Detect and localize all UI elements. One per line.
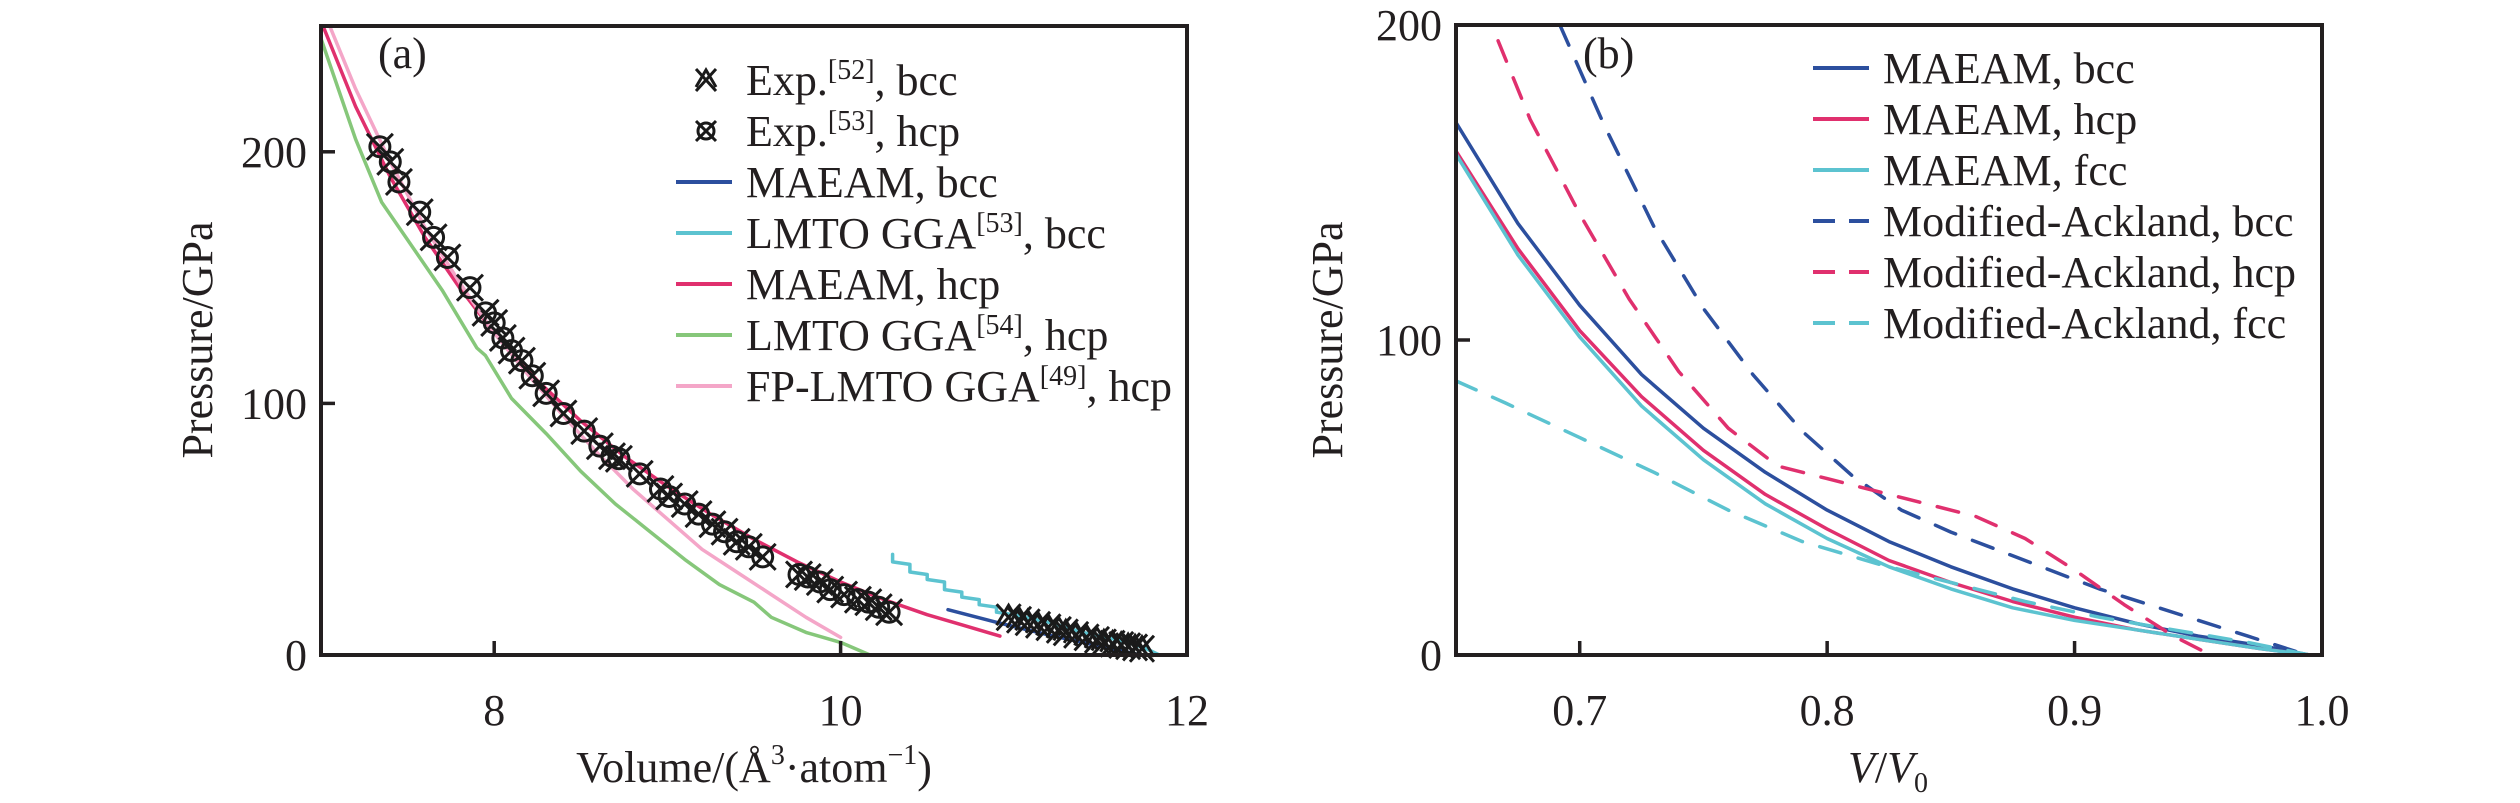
- panel-b-ticks: 0.7 0.8 0.9 1.0 0 100 200: [1376, 1, 2350, 735]
- panel-a-xlabel: Volume/(Å3·atom−1): [576, 740, 932, 792]
- y-tick-label: 200: [1376, 1, 1442, 50]
- legend-label: MAEAM, fcc: [1883, 146, 2127, 195]
- legend-item: LMTO GGA[54], hcp: [676, 310, 1108, 360]
- x-tick-label: 8: [483, 686, 505, 735]
- series-line-modified-ackland-bcc: [1558, 25, 2300, 654]
- y-tick-label: 100: [241, 379, 307, 428]
- data-point: [384, 167, 414, 197]
- panel-a-ticks: 8 10 12 0 100 200: [241, 128, 1209, 735]
- y-tick-label: 0: [1420, 631, 1442, 680]
- legend-label: Modified-Ackland, fcc: [1883, 299, 2286, 348]
- legend-item: Exp.[52], bcc: [694, 55, 958, 105]
- panel-a-frame: [319, 24, 1189, 657]
- data-point: [698, 510, 727, 539]
- panel-b-label: (b): [1583, 29, 1634, 78]
- legend-item: FP-LMTO GGA[49], hcp: [676, 361, 1172, 411]
- panel-a-xlabel-sup1: 3: [771, 740, 785, 771]
- panel-a-ylabel: Pressure/GPa: [173, 221, 222, 458]
- data-point: [455, 273, 485, 302]
- legend-label: MAEAM, hcp: [746, 260, 1000, 309]
- x-tick-label: 0.7: [1552, 686, 1607, 735]
- legend-item: MAEAM, hcp: [1813, 95, 2137, 144]
- data-point: [365, 132, 394, 161]
- data-point: [532, 379, 561, 408]
- data-point: [748, 542, 777, 571]
- legend-item: MAEAM, bcc: [1813, 44, 2135, 93]
- legend-marker-circle-x-icon: [696, 121, 716, 141]
- panel-a-xlabel-sup2: −1: [887, 740, 917, 771]
- panel-a-xlabel-mid: ·atom: [785, 743, 888, 792]
- y-tick-label: 200: [241, 128, 307, 177]
- y-tick-label: 100: [1376, 316, 1442, 365]
- panel-a-plot: 8 10 12 0 100 200 (a) Pressure/GPa Volume/(Å3…: [173, 24, 1209, 792]
- series-line-modified-ackland-hcp: [1496, 39, 2213, 655]
- legend-label: LMTO GGA[53], bcc: [746, 208, 1106, 258]
- panel-b-xlabel-v: V: [1848, 743, 1880, 792]
- series-line-lmto-gga-54-hcp: [321, 36, 872, 655]
- panel-b-xlabel-sub: 0: [1914, 768, 1928, 799]
- data-point: [405, 198, 434, 227]
- data-point: [604, 444, 633, 473]
- legend-item: Modified-Ackland, bcc: [1813, 197, 2294, 246]
- legend-label: MAEAM, hcp: [1883, 95, 2137, 144]
- legend-item: Modified-Ackland, fcc: [1813, 299, 2286, 348]
- y-tick-label: 0: [285, 631, 307, 680]
- legend-label: Modified-Ackland, hcp: [1883, 248, 2296, 297]
- panel-b-ylabel: Pressure/GPa: [1303, 221, 1352, 458]
- legend-label: MAEAM, bcc: [1883, 44, 2135, 93]
- legend-item: MAEAM, fcc: [1813, 146, 2127, 195]
- legend-item: Modified-Ackland, hcp: [1813, 248, 2296, 297]
- x-tick-label: 12: [1165, 686, 1209, 735]
- data-point: [549, 399, 578, 428]
- legend-item: LMTO GGA[53], bcc: [676, 208, 1106, 258]
- legend-item: Exp.[53], hcp: [694, 106, 960, 156]
- data-point: [433, 243, 462, 272]
- x-tick-label: 1.0: [2295, 686, 2350, 735]
- panel-b-xlabel-slash: /: [1875, 743, 1888, 792]
- panel-a-xlabel-end: ): [917, 743, 932, 792]
- data-point: [875, 598, 904, 627]
- legend-item: MAEAM, bcc: [676, 158, 998, 207]
- panel-b-xlabel: V/V0: [1848, 743, 1928, 799]
- legend-label: LMTO GGA[54], hcp: [746, 310, 1108, 360]
- legend-label: MAEAM, bcc: [746, 158, 998, 207]
- legend-label: Exp.[53], hcp: [746, 106, 960, 156]
- panel-a-label: (a): [378, 29, 427, 78]
- panel-a-xlabel-main: Volume/(Å: [576, 743, 771, 792]
- panel-b-plot: 0.7 0.8 0.9 1.0 0 100 200 (b) Pressure/GPa V/V…: [1303, 1, 2350, 799]
- panel-a-markers: [365, 132, 1156, 663]
- data-point: [1128, 633, 1156, 663]
- x-tick-label: 0.9: [2047, 686, 2102, 735]
- x-tick-label: 0.8: [1800, 686, 1855, 735]
- legend-item: MAEAM, hcp: [676, 260, 1000, 309]
- series-line-lmto-gga-53-bcc: [890, 552, 1162, 655]
- series-line-modified-ackland-fcc: [1456, 379, 2312, 655]
- series-line-maeam-fcc: [1456, 152, 2312, 655]
- data-point: [507, 346, 536, 375]
- data-point: [419, 223, 448, 252]
- legend-label: FP-LMTO GGA[49], hcp: [746, 361, 1172, 411]
- panel-b-xlabel-v0: V: [1887, 743, 1919, 792]
- panel-b-curves: [1456, 25, 2312, 655]
- data-point: [625, 459, 654, 488]
- legend-label: Exp.[52], bcc: [746, 55, 958, 105]
- x-tick-label: 10: [819, 686, 863, 735]
- legend-label: Modified-Ackland, bcc: [1883, 197, 2294, 246]
